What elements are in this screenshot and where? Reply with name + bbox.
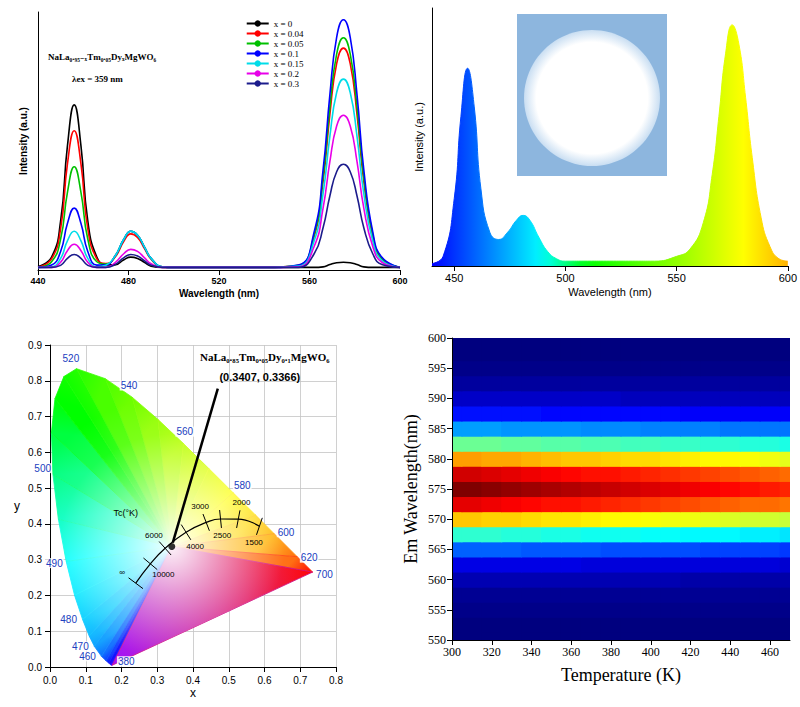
svg-text:600: 600: [278, 527, 295, 538]
svg-text:600: 600: [779, 272, 797, 284]
svg-text:NaLa₀.₉₅₋ₓTm₀.₀₅DyₓMgWO₆: NaLa₀.₉₅₋ₓTm₀.₀₅DyₓMgWO₆: [48, 52, 157, 62]
svg-text:10000: 10000: [152, 570, 175, 579]
svg-text:0.4: 0.4: [28, 518, 42, 529]
svg-text:0.2: 0.2: [28, 590, 42, 601]
svg-text:600: 600: [428, 331, 446, 345]
svg-text:∞: ∞: [119, 568, 125, 577]
svg-text:595: 595: [428, 361, 446, 375]
svg-text:550: 550: [428, 633, 446, 647]
svg-text:x = 0.05: x = 0.05: [274, 39, 304, 49]
svg-text:520: 520: [63, 353, 80, 364]
svg-text:0.0: 0.0: [43, 675, 57, 686]
svg-text:560: 560: [302, 276, 317, 286]
svg-text:360: 360: [562, 645, 580, 659]
svg-text:0.4: 0.4: [186, 675, 200, 686]
svg-text:2000: 2000: [233, 498, 251, 507]
svg-text:585: 585: [428, 422, 446, 436]
svg-text:0.7: 0.7: [28, 411, 42, 422]
svg-text:580: 580: [428, 452, 446, 466]
svg-text:580: 580: [234, 480, 251, 491]
svg-text:y: y: [14, 499, 20, 513]
svg-text:λex = 359 nm: λex = 359 nm: [72, 74, 123, 84]
svg-text:560: 560: [176, 426, 193, 437]
svg-text:x = 0.15: x = 0.15: [274, 59, 304, 69]
svg-text:600: 600: [392, 276, 407, 286]
svg-text:460: 460: [79, 651, 96, 662]
svg-text:565: 565: [428, 542, 446, 556]
svg-text:NaLa₀.₈₅Tm₀.₀₅Dy₀.₁MgWO₆: NaLa₀.₈₅Tm₀.₀₅Dy₀.₁MgWO₆: [200, 351, 330, 363]
svg-text:560: 560: [428, 573, 446, 587]
svg-text:320: 320: [483, 645, 501, 659]
svg-text:555: 555: [428, 603, 446, 617]
svg-text:2500: 2500: [213, 531, 231, 540]
svg-text:380: 380: [602, 645, 620, 659]
svg-text:0.1: 0.1: [28, 626, 42, 637]
svg-text:575: 575: [428, 482, 446, 496]
svg-text:0.7: 0.7: [293, 675, 307, 686]
svg-text:400: 400: [642, 645, 660, 659]
svg-text:0.6: 0.6: [28, 447, 42, 458]
svg-text:480: 480: [60, 614, 77, 625]
svg-text:0.6: 0.6: [258, 675, 272, 686]
svg-text:4000: 4000: [186, 542, 204, 551]
svg-text:1500: 1500: [245, 538, 263, 547]
svg-text:620: 620: [301, 552, 318, 563]
svg-text:Temperature (K): Temperature (K): [561, 665, 681, 686]
svg-text:550: 550: [667, 272, 685, 284]
svg-text:540: 540: [121, 380, 138, 391]
svg-text:450: 450: [445, 272, 463, 284]
svg-text:0.3: 0.3: [28, 554, 42, 565]
svg-text:440: 440: [721, 645, 739, 659]
svg-text:480: 480: [121, 276, 136, 286]
svg-text:570: 570: [428, 512, 446, 526]
svg-text:590: 590: [428, 391, 446, 405]
svg-text:440: 440: [30, 276, 45, 286]
svg-text:x = 0.1: x = 0.1: [274, 49, 299, 59]
svg-text:0.2: 0.2: [115, 675, 129, 686]
svg-text:500: 500: [556, 272, 574, 284]
svg-text:340: 340: [523, 645, 541, 659]
svg-text:520: 520: [211, 276, 226, 286]
svg-text:700: 700: [316, 569, 333, 580]
svg-text:Wavelength (nm): Wavelength (nm): [568, 286, 651, 298]
svg-text:0.8: 0.8: [28, 375, 42, 386]
svg-text:Intensity (a.u.): Intensity (a.u.): [18, 107, 29, 175]
svg-text:Tc(°K): Tc(°K): [113, 508, 138, 518]
svg-text:470: 470: [72, 641, 89, 652]
svg-text:0.1: 0.1: [79, 675, 93, 686]
svg-text:0.8: 0.8: [329, 675, 343, 686]
svg-text:x = 0: x = 0: [274, 19, 293, 29]
svg-text:0.0: 0.0: [28, 662, 42, 673]
svg-text:Wavelength (nm): Wavelength (nm): [179, 288, 259, 299]
svg-text:0.3: 0.3: [150, 675, 164, 686]
svg-text:3000: 3000: [191, 502, 209, 511]
svg-text:x = 0.2: x = 0.2: [274, 69, 299, 79]
svg-text:x = 0.3: x = 0.3: [274, 79, 300, 89]
svg-text:x = 0.04: x = 0.04: [274, 29, 304, 39]
svg-text:300: 300: [443, 645, 461, 659]
svg-text:380: 380: [118, 656, 135, 667]
svg-text:Em Wavelength(nm): Em Wavelength(nm): [401, 414, 422, 564]
svg-text:420: 420: [682, 645, 700, 659]
svg-text:(0.3407, 0.3366): (0.3407, 0.3366): [219, 371, 300, 383]
svg-text:500: 500: [34, 463, 51, 474]
svg-text:Intensity (a.u.): Intensity (a.u.): [413, 102, 425, 172]
svg-text:0.9: 0.9: [28, 340, 42, 351]
svg-text:x: x: [190, 686, 196, 700]
svg-text:460: 460: [761, 645, 779, 659]
svg-text:6000: 6000: [145, 531, 163, 540]
svg-text:490: 490: [46, 558, 63, 569]
svg-text:0.5: 0.5: [222, 675, 236, 686]
svg-text:0.5: 0.5: [28, 483, 42, 494]
